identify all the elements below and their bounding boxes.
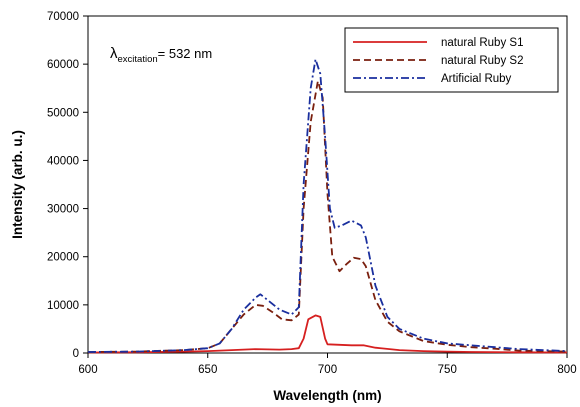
y-tick-label: 50000 (47, 107, 79, 119)
y-tick-label: 70000 (47, 11, 79, 23)
x-tick-label: 650 (198, 364, 217, 376)
legend-label: Artificial Ruby (441, 73, 512, 85)
excitation-value: = 532 nm (158, 46, 213, 61)
series-layer (87, 58, 568, 354)
legend: natural Ruby S1 natural Ruby S2 Artificial… (344, 27, 559, 93)
series-line-1 (87, 314, 568, 354)
series-line-2 (87, 80, 568, 353)
y-tick-label: 0 (73, 348, 79, 360)
x-axis-title: Wavelength (nm) (273, 388, 381, 403)
series-line-3 (87, 58, 568, 353)
legend-label: natural Ruby S1 (441, 37, 523, 49)
y-tick-label: 40000 (47, 155, 79, 167)
x-tick-label: 600 (78, 364, 97, 376)
lambda-symbol: λ (110, 45, 118, 62)
x-tick-label: 700 (318, 364, 337, 376)
y-tick-label: 20000 (47, 252, 79, 264)
y-tick-label: 10000 (47, 300, 79, 312)
x-tick-label: 800 (557, 364, 576, 376)
x-axis: 600 650 700 750 800 (78, 353, 577, 376)
y-axis: 0 10000 20000 30000 40000 50000 60000 70000 (47, 11, 88, 360)
y-tick-label: 60000 (47, 59, 79, 71)
excitation-annotation: λexcitation= 532 nm (110, 45, 212, 65)
x-tick-label: 750 (438, 364, 457, 376)
legend-label: natural Ruby S2 (441, 55, 523, 67)
y-axis-title: Intensity (arb. u.) (10, 130, 25, 239)
excitation-subscript: excitation (118, 54, 158, 65)
y-tick-label: 30000 (47, 204, 79, 216)
